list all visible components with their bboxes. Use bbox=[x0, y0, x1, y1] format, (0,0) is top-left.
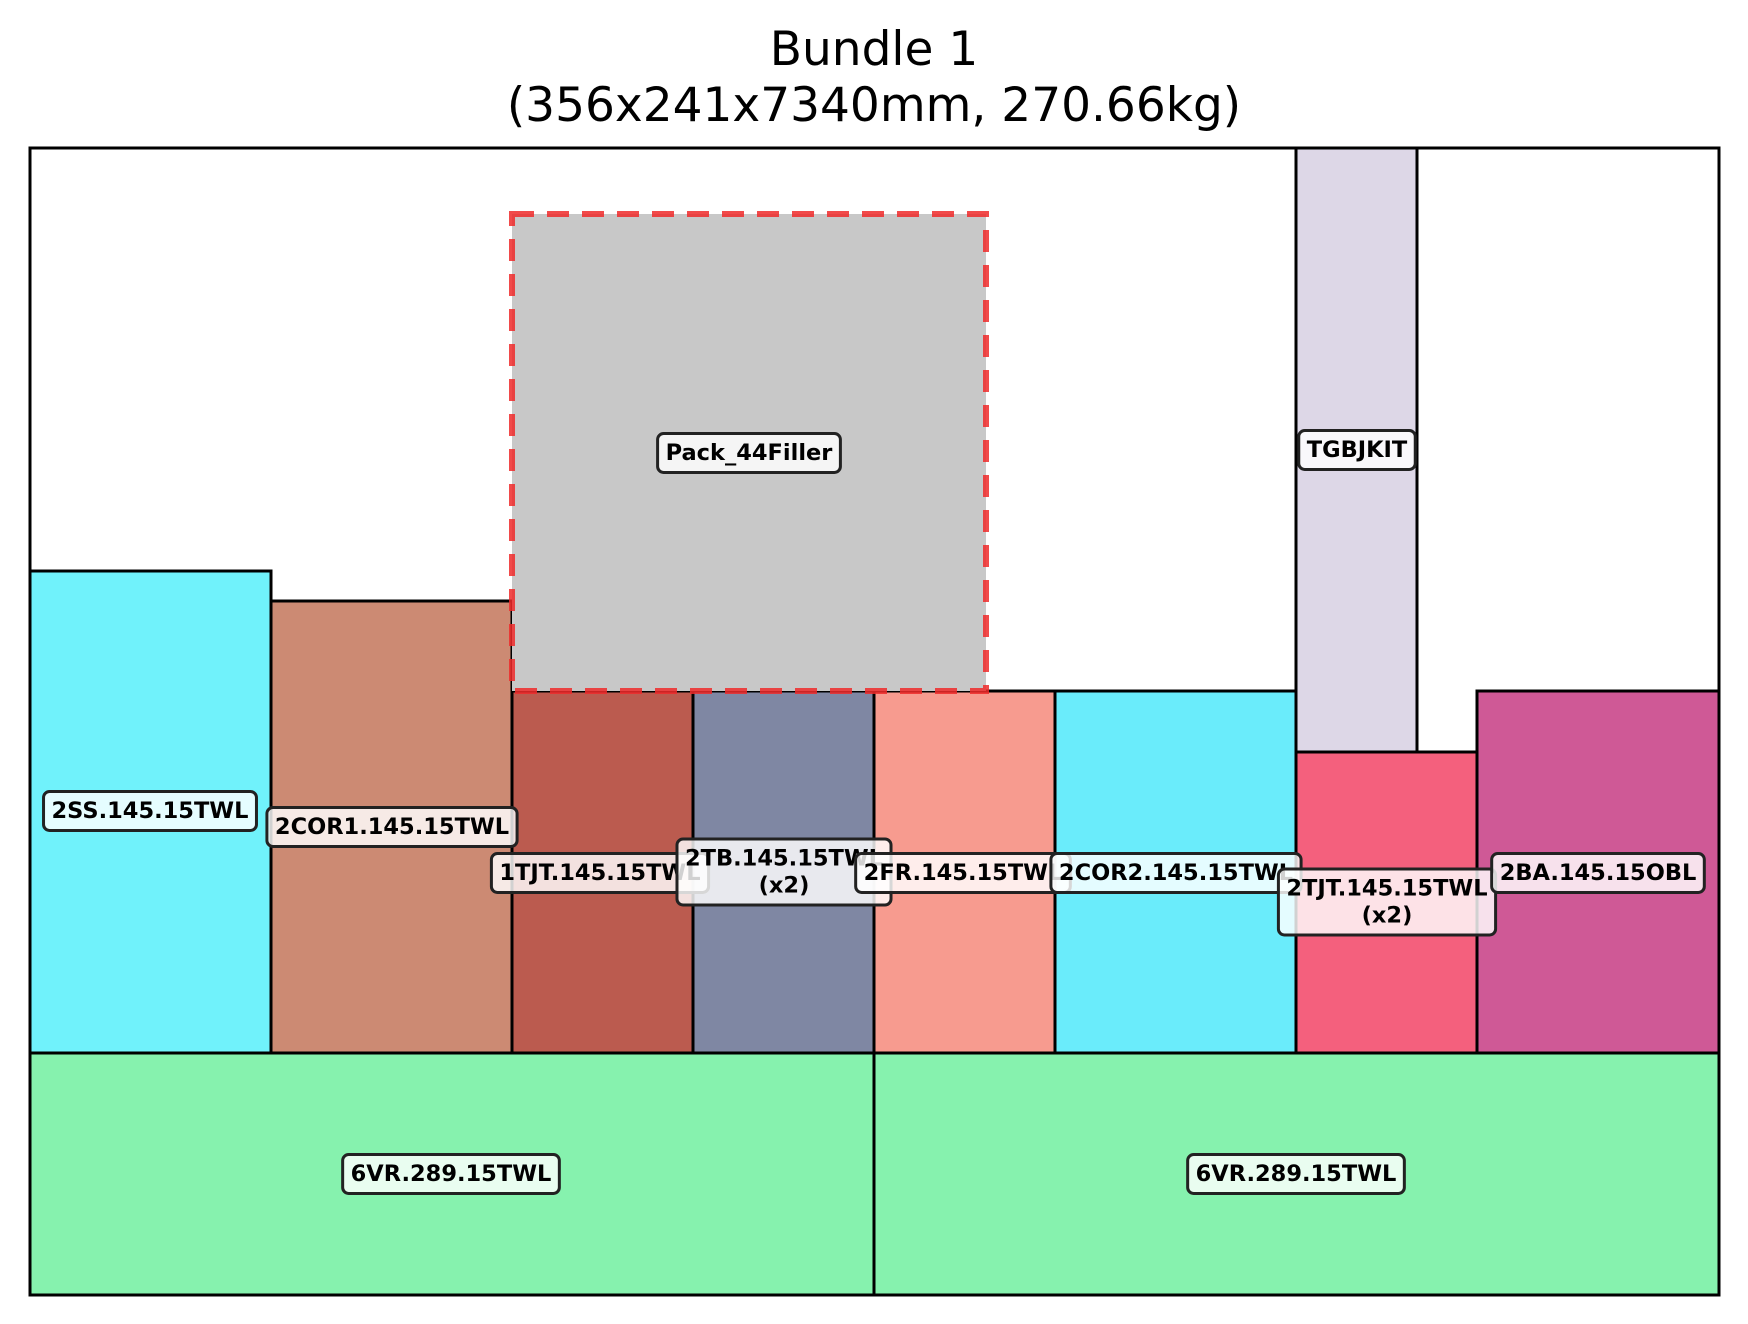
chart-title: Bundle 1 (356x241x7340mm, 270.66kg) bbox=[0, 22, 1748, 134]
label-2tjt: 2TJT.145.15TWL(x2) bbox=[1276, 867, 1498, 937]
piece-label: 2COR1.145.15TWL bbox=[275, 814, 509, 840]
label-2fr: 2FR.145.15TWL bbox=[854, 852, 1072, 894]
label-2cor1: 2COR1.145.15TWL bbox=[265, 806, 519, 848]
label-box bbox=[1186, 1153, 1406, 1195]
label-box bbox=[1297, 429, 1417, 471]
piece-label: 2SS.145.15TWL bbox=[52, 798, 249, 824]
label-6vr-right: 6VR.289.15TWL bbox=[1186, 1153, 1406, 1195]
label-1tjt: 1TJT.145.15TWL bbox=[489, 852, 711, 894]
piece-label: 2BA.145.15OBL bbox=[1500, 860, 1697, 886]
label-box bbox=[341, 1153, 561, 1195]
bundle-subtitle: (356x241x7340mm, 270.66kg) bbox=[506, 78, 1242, 133]
label-2ba: 2BA.145.15OBL bbox=[1490, 852, 1706, 894]
piece-label: 2TJT.145.15TWL bbox=[1286, 876, 1487, 902]
piece-label: 1TJT.145.15TWL bbox=[499, 860, 700, 886]
piece-label: TGBJKIT bbox=[1307, 437, 1408, 463]
label-tgbjkit: TGBJKIT bbox=[1297, 429, 1417, 471]
label-box bbox=[656, 432, 842, 474]
piece-label: 2TB.145.15TWL bbox=[685, 846, 883, 872]
label-box bbox=[1490, 852, 1706, 894]
piece-label: 6VR.289.15TWL bbox=[1196, 1161, 1397, 1187]
piece-label: 6VR.289.15TWL bbox=[351, 1161, 552, 1187]
label-2ss: 2SS.145.15TWL bbox=[42, 790, 258, 832]
piece-quantity: (x2) bbox=[759, 873, 810, 899]
label-2cor2: 2COR2.145.15TWL bbox=[1049, 852, 1303, 894]
label-filler: Pack_44Filler bbox=[656, 432, 842, 474]
piece-label: 2COR2.145.15TWL bbox=[1059, 860, 1293, 886]
label-6vr-left: 6VR.289.15TWL bbox=[341, 1153, 561, 1195]
label-box bbox=[265, 806, 519, 848]
label-2tb: 2TB.145.15TWL(x2) bbox=[675, 837, 893, 907]
label-box bbox=[1276, 867, 1498, 937]
piece-label: 2FR.145.15TWL bbox=[864, 860, 1063, 886]
piece-quantity: (x2) bbox=[1362, 903, 1413, 929]
label-box bbox=[42, 790, 258, 832]
bundle-title: Bundle 1 bbox=[769, 22, 979, 77]
piece-label: Pack_44Filler bbox=[666, 440, 834, 466]
